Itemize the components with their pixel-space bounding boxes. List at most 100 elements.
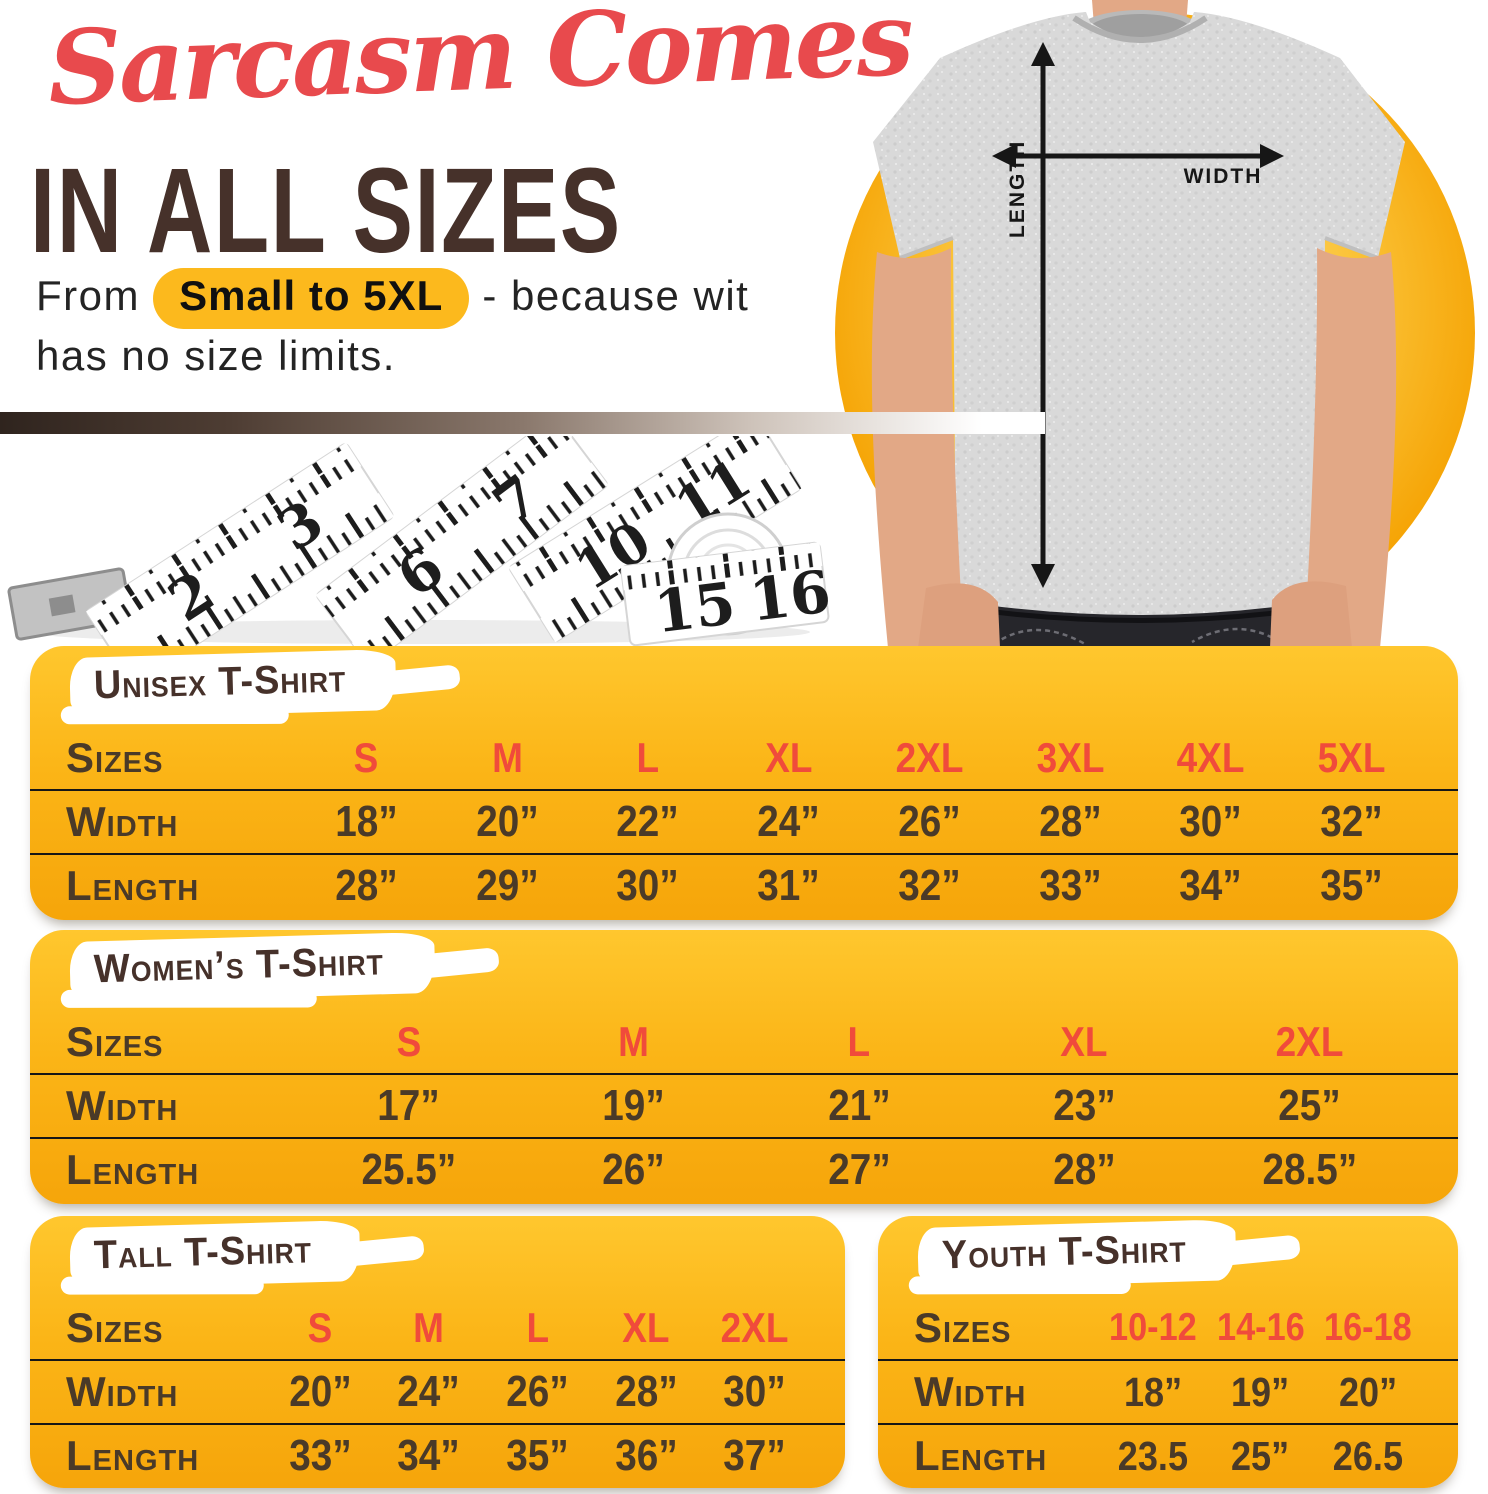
row-label: Sizes <box>66 734 164 781</box>
table-cell: 28” <box>614 1367 678 1416</box>
row-divider <box>30 853 1458 855</box>
brush-stroke: Youth T-Shirt <box>917 1219 1237 1289</box>
tape-measure-svg: 2 3 6 7 10 11 <box>7 413 834 686</box>
tape-coil: 15 16 <box>620 512 834 646</box>
model-arms <box>871 248 1397 648</box>
table-cell: M <box>618 1018 650 1065</box>
brush-stroke: Tall T-Shirt <box>69 1219 361 1289</box>
hero-section: LENGTH WIDTH Sarcasm Comes IN ALL SIZES … <box>0 0 1488 686</box>
table-cell: 28” <box>1038 797 1102 846</box>
table-row-sizes: Sizes S M L XL 2XL <box>66 1011 1422 1073</box>
tape-segment: 2 3 <box>86 442 394 686</box>
width-label: WIDTH <box>1184 165 1263 188</box>
page-title: IN ALL SIZES <box>30 150 789 271</box>
gradient-divider <box>0 412 1045 434</box>
table-cell: 26.5 <box>1333 1432 1404 1479</box>
table-cell: 26” <box>506 1367 569 1416</box>
row-label: Width <box>66 1368 179 1415</box>
table-cell: 2XL <box>720 1304 789 1351</box>
table-cell: 28” <box>335 861 398 910</box>
table-cell: 30” <box>1179 797 1243 846</box>
womens-size-table: Women’s T-Shirt Sizes S M L XL 2XL Width 17” 19”… <box>30 930 1458 1204</box>
table-cell: 22” <box>616 797 680 846</box>
table-cell: 34” <box>1179 861 1243 910</box>
table-title: Tall T-Shirt <box>93 1227 313 1278</box>
script-headline: Sarcasm Comes <box>46 0 913 129</box>
table-cell: 26” <box>898 797 961 846</box>
length-arrow-icon <box>1031 42 1055 588</box>
table-cell: 33” <box>1038 861 1102 910</box>
table-row-length: Length 33” 34” 35” 36” 37” <box>66 1425 809 1487</box>
model-hands <box>918 581 1352 648</box>
row-divider <box>30 1423 845 1425</box>
row-divider <box>30 1073 1458 1075</box>
tagline: From Small to 5XL - because wit has no s… <box>36 268 806 383</box>
table-row-width: Width 18” 19” 20” <box>914 1361 1422 1423</box>
table-cell: 10-12 <box>1108 1306 1197 1349</box>
table-cell: 28” <box>1052 1145 1116 1194</box>
brush-stroke: Unisex T-Shirt <box>69 648 397 719</box>
table-cell: 30” <box>723 1367 786 1416</box>
tagline-suffix: - because wit has no size limits. <box>36 272 750 379</box>
table-row-sizes: Sizes S M L XL 2XL 3XL 4XL 5XL <box>66 727 1422 789</box>
table-cell: S <box>354 734 379 781</box>
row-divider <box>878 1423 1458 1425</box>
row-label: Width <box>66 1082 179 1129</box>
table-cell: 25” <box>1231 1432 1290 1479</box>
table-cell: XL <box>1060 1018 1108 1065</box>
table-title: Unisex T-Shirt <box>93 656 347 708</box>
table-row-sizes: Sizes S M L XL 2XL <box>66 1297 809 1359</box>
row-label: Length <box>66 862 200 909</box>
table-row-width: Width 17” 19” 21” 23” 25” <box>66 1075 1422 1137</box>
tagline-prefix: From <box>36 272 140 319</box>
table-row-sizes: Sizes 10-12 14-16 16-18 <box>914 1297 1422 1359</box>
table-cell: M <box>413 1304 445 1351</box>
table-cell: 36” <box>614 1431 678 1480</box>
table-cell: 20” <box>289 1367 352 1416</box>
table-cell: 35” <box>1320 861 1383 910</box>
table-cell: 5XL <box>1317 734 1386 781</box>
table-cell: 34” <box>397 1431 461 1480</box>
table-cell: 19” <box>602 1081 666 1130</box>
youth-size-table: Youth T-Shirt Sizes 10-12 14-16 16-18 Width 1… <box>878 1216 1458 1488</box>
table-cell: 25” <box>1278 1081 1341 1130</box>
table-cell: XL <box>622 1304 670 1351</box>
page-title-text: IN ALL SIZES <box>30 142 622 278</box>
table-cell: S <box>307 1304 333 1351</box>
table-cell: 37” <box>723 1431 786 1480</box>
table-cell: 19” <box>1231 1368 1290 1415</box>
table-cell: XL <box>765 734 813 781</box>
table-cell: 14-16 <box>1216 1306 1305 1349</box>
table-row-width: Width 20” 24” 26” 28” 30” <box>66 1361 809 1423</box>
table-cell: 20” <box>1339 1368 1398 1415</box>
row-label: Sizes <box>66 1304 164 1351</box>
table-cell: 4XL <box>1176 734 1245 781</box>
table-cell: 18” <box>335 797 398 846</box>
tshirt-measure-diagram: LENGTH WIDTH <box>780 0 1488 653</box>
tall-size-table: Tall T-Shirt Sizes S M L XL 2XL Width 20” 24” 26”… <box>30 1216 845 1488</box>
row-label: Sizes <box>914 1304 1012 1351</box>
table-title: Women’s T-Shirt <box>93 939 385 992</box>
table-body: Sizes S M L XL 2XL Width 20” 24” 26” 28” 30” Length 3… <box>30 1297 845 1487</box>
table-row-width: Width 18” 20” 22” 24” 26” 28” 30” 32” <box>66 791 1422 853</box>
length-label: LENGTH <box>1006 140 1029 238</box>
table-cell: 16-18 <box>1324 1306 1413 1349</box>
table-cell: 33” <box>289 1431 352 1480</box>
model-photo: LENGTH WIDTH <box>780 0 1488 653</box>
row-label: Width <box>66 798 179 845</box>
tape-measure-image: 2 3 6 7 10 11 <box>0 413 850 686</box>
table-cell: 27” <box>827 1145 891 1194</box>
table-body: Sizes S M L XL 2XL Width 17” 19” 21” 23” 25” Length 2… <box>30 1011 1458 1201</box>
table-cell: L <box>636 734 660 781</box>
table-cell: 32” <box>898 861 961 910</box>
table-cell: 28.5” <box>1262 1145 1357 1194</box>
row-label: Length <box>66 1432 200 1479</box>
row-label: Length <box>66 1146 200 1193</box>
table-cell: 23” <box>1052 1081 1116 1130</box>
brush-stroke: Women’s T-Shirt <box>69 931 436 1003</box>
table-cell: 30” <box>616 861 680 910</box>
tape-segment: 6 7 <box>315 414 609 666</box>
table-cell: 2XL <box>895 734 964 781</box>
table-cell: 17” <box>377 1081 440 1130</box>
table-cell: 24” <box>757 797 820 846</box>
